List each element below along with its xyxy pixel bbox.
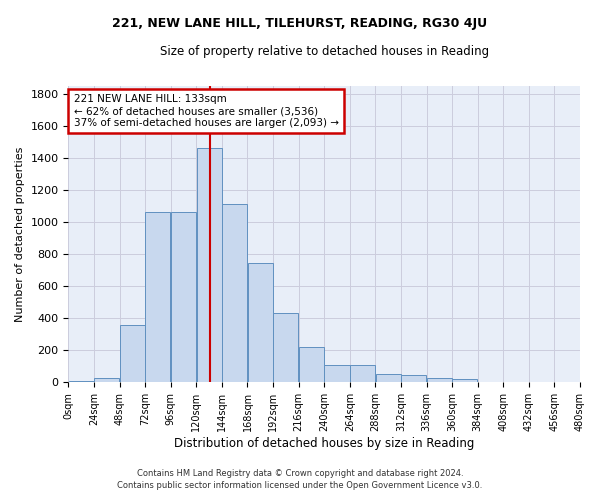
Title: Size of property relative to detached houses in Reading: Size of property relative to detached ho… bbox=[160, 45, 489, 58]
Bar bbox=[401, 375, 426, 382]
Bar bbox=[427, 378, 452, 382]
Bar bbox=[120, 326, 145, 382]
Bar bbox=[197, 148, 221, 382]
Text: 221 NEW LANE HILL: 133sqm
← 62% of detached houses are smaller (3,536)
37% of se: 221 NEW LANE HILL: 133sqm ← 62% of detac… bbox=[74, 94, 338, 128]
Bar bbox=[248, 263, 273, 382]
Bar bbox=[171, 212, 196, 382]
Y-axis label: Number of detached properties: Number of detached properties bbox=[15, 146, 25, 322]
Bar bbox=[222, 204, 247, 382]
Bar bbox=[350, 365, 375, 382]
Bar bbox=[94, 378, 119, 382]
Text: 221, NEW LANE HILL, TILEHURST, READING, RG30 4JU: 221, NEW LANE HILL, TILEHURST, READING, … bbox=[112, 18, 488, 30]
Bar bbox=[452, 380, 478, 382]
Bar bbox=[376, 374, 401, 382]
Text: Contains HM Land Registry data © Crown copyright and database right 2024.
Contai: Contains HM Land Registry data © Crown c… bbox=[118, 468, 482, 490]
Bar bbox=[273, 312, 298, 382]
Bar bbox=[325, 365, 350, 382]
Bar bbox=[145, 212, 170, 382]
Bar bbox=[68, 381, 94, 382]
X-axis label: Distribution of detached houses by size in Reading: Distribution of detached houses by size … bbox=[174, 437, 475, 450]
Bar bbox=[299, 347, 324, 382]
